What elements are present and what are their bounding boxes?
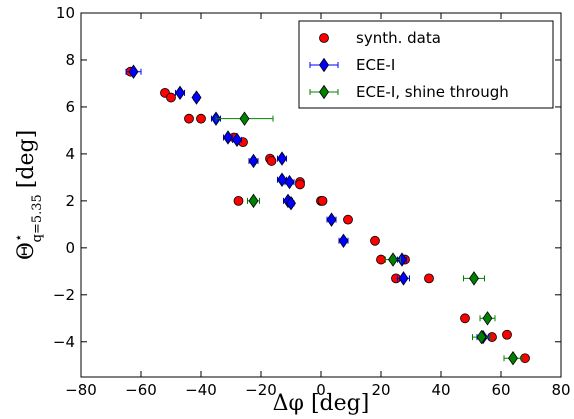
legend-entry-ece-i-shine-through: ECE-I, shine through [309, 83, 509, 101]
y-tick-label: 10 [56, 4, 75, 22]
data-point [223, 130, 233, 145]
x-tick-label: 40 [431, 381, 450, 399]
series-synth-data [125, 66, 530, 364]
legend-marker [319, 84, 329, 100]
legend-marker [319, 57, 329, 73]
y-axis-label: Θ⋆ q=5.35 [deg] [11, 130, 45, 260]
x-tick-label: 60 [491, 381, 510, 399]
series-ece-i-shine-through [215, 111, 523, 366]
data-point [266, 156, 277, 166]
data-point [184, 113, 194, 124]
data-point [277, 151, 287, 166]
y-tick-label: −2 [53, 286, 75, 304]
x-tick-label: −40 [185, 381, 217, 399]
legend-entry-ece-i: ECE-I [309, 56, 395, 74]
data-point [128, 64, 139, 79]
data-point [317, 195, 328, 206]
legend-label: ECE-I [356, 56, 395, 74]
y-tick-label: 0 [65, 239, 75, 257]
data-point [338, 233, 349, 248]
data-point [482, 311, 493, 326]
data-marks [125, 64, 530, 366]
data-point [326, 212, 337, 227]
data-point [196, 113, 206, 124]
data-point [376, 254, 386, 265]
y-axis-label-unit: [deg] [14, 130, 39, 188]
data-point [295, 179, 305, 190]
y-tick-label: 6 [65, 98, 75, 116]
x-tick-label: −60 [125, 381, 157, 399]
y-tick-label: 4 [65, 145, 75, 163]
legend: synth. data ECE-I ECE-I, shine through [298, 20, 554, 109]
x-tick-label: −80 [65, 381, 97, 399]
legend-entry-synth-data: synth. data [319, 29, 441, 47]
x-axis-label: Δφ [deg] [273, 391, 370, 416]
data-point [248, 153, 259, 169]
x-tick-label: 80 [551, 381, 570, 399]
x-tick-label: −20 [245, 381, 277, 399]
data-point [166, 92, 176, 103]
y-tick-label: 2 [65, 192, 75, 210]
data-point [469, 271, 479, 286]
data-point [398, 271, 409, 286]
y-axis-label-star: ⋆ [11, 233, 27, 242]
data-point [175, 85, 185, 101]
data-point [476, 329, 487, 345]
data-point [508, 351, 518, 366]
y-axis-label-main: Θ [14, 242, 39, 260]
data-point [284, 174, 295, 190]
data-point [397, 252, 407, 267]
x-tick-label: 20 [371, 381, 390, 399]
y-tick-label: 8 [65, 51, 75, 69]
data-point [232, 132, 242, 148]
legend-label: ECE-I, shine through [356, 83, 509, 101]
x-tick-label: 0 [316, 381, 326, 399]
data-point [424, 273, 434, 284]
data-point [502, 329, 512, 340]
legend-label: synth. data [356, 29, 441, 47]
data-point [460, 313, 470, 324]
data-point [286, 196, 296, 211]
data-point [370, 235, 380, 246]
data-point [277, 172, 287, 187]
data-point [248, 193, 259, 209]
y-axis-label-sub: q=5.35 [30, 194, 45, 242]
legend-box [298, 20, 554, 109]
data-point [191, 90, 202, 105]
data-point [233, 195, 244, 206]
data-point [343, 214, 353, 225]
data-point [388, 252, 398, 267]
data-point [239, 111, 250, 126]
legend-marker [319, 33, 329, 43]
y-tick-label: −4 [53, 333, 75, 351]
